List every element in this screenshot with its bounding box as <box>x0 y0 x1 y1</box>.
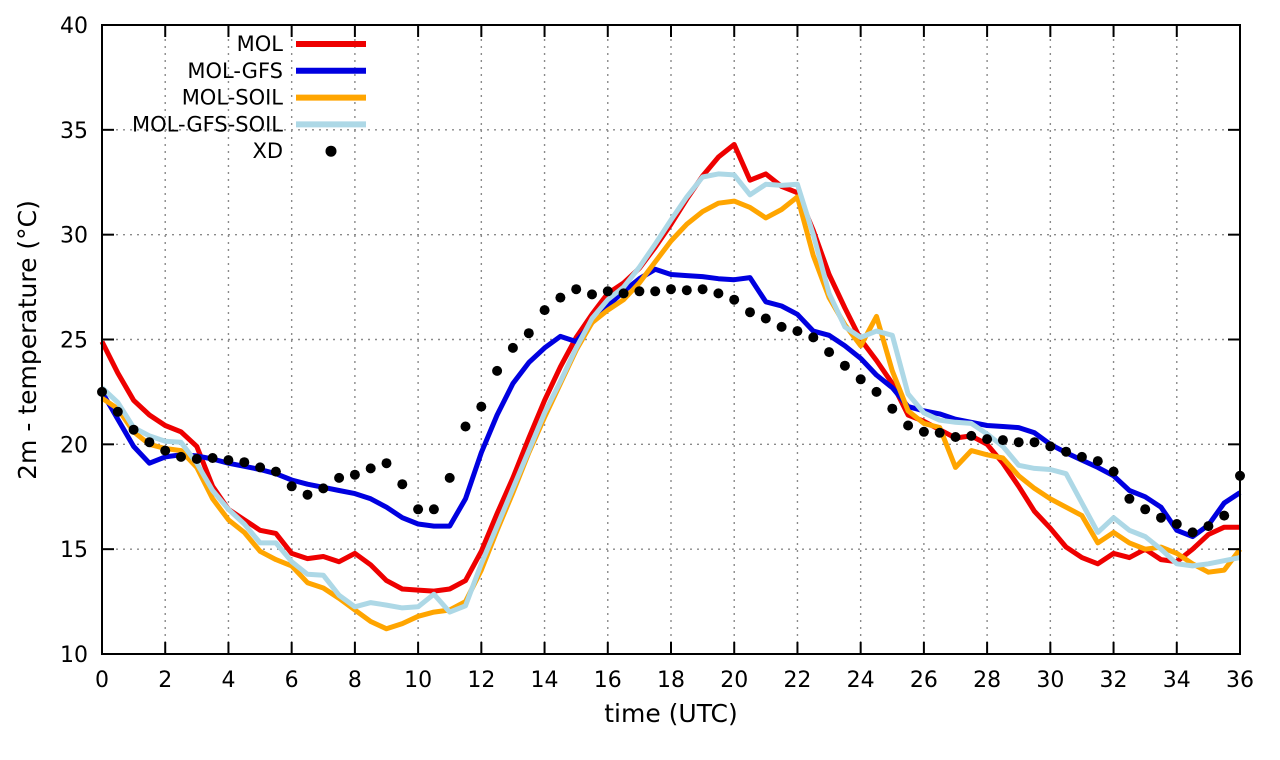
series-XD-points <box>97 284 1245 538</box>
data-series <box>97 142 1245 632</box>
x-tick-label: 24 <box>847 668 875 693</box>
legend-marker-XD <box>325 145 337 157</box>
y-tick-label: 20 <box>60 433 88 458</box>
x-tick-label: 20 <box>720 668 748 693</box>
x-tick-label: 8 <box>348 668 362 693</box>
x-tick-label: 12 <box>467 668 495 693</box>
grid-lines <box>102 25 1240 654</box>
x-tick-label: 34 <box>1163 668 1191 693</box>
x-tick-label: 4 <box>221 668 235 693</box>
x-axis-label: time (UTC) <box>604 699 738 728</box>
y-tick-label: 15 <box>60 538 88 563</box>
y-tick-label: 10 <box>60 643 88 668</box>
legend-label-MOL-SOIL: MOL-SOIL <box>182 86 284 110</box>
series-MOL-GFS-SOIL-line <box>100 171 1241 615</box>
x-tick-label: 32 <box>1100 668 1128 693</box>
x-tick-label: 2 <box>158 668 172 693</box>
x-tick-label: 6 <box>285 668 299 693</box>
x-tick-label: 28 <box>973 668 1001 693</box>
legend-label-MOL-GFS: MOL-GFS <box>187 59 283 83</box>
y-tick-label: 35 <box>60 119 88 144</box>
legend-label-XD: XD <box>252 139 283 163</box>
x-tick-label: 14 <box>531 668 559 693</box>
x-tick-label: 36 <box>1226 668 1254 693</box>
axis-ticks <box>101 24 1241 655</box>
y-tick-label: 30 <box>60 224 88 249</box>
x-tick-label: 26 <box>910 668 938 693</box>
series-MOL-SOIL-line <box>100 194 1242 632</box>
legend-label-MOL: MOL <box>237 32 284 56</box>
y-axis-label: 2m - temperature (°C) <box>13 200 42 480</box>
x-tick-label: 16 <box>594 668 622 693</box>
x-tick-label: 18 <box>657 668 685 693</box>
y-tick-label: 40 <box>60 14 88 39</box>
tick-labels: 0 2 4 6 8 10 12 14 16 18 20 22 24 26 28 30 32 34 361015202… <box>60 14 1254 693</box>
legend-label-MOL-GFS-SOIL: MOL-GFS-SOIL <box>132 112 283 136</box>
x-tick-label: 30 <box>1036 668 1064 693</box>
x-tick-label: 0 <box>95 668 109 693</box>
x-tick-label: 22 <box>783 668 811 693</box>
y-tick-label: 25 <box>60 329 88 354</box>
x-tick-label: 10 <box>404 668 432 693</box>
